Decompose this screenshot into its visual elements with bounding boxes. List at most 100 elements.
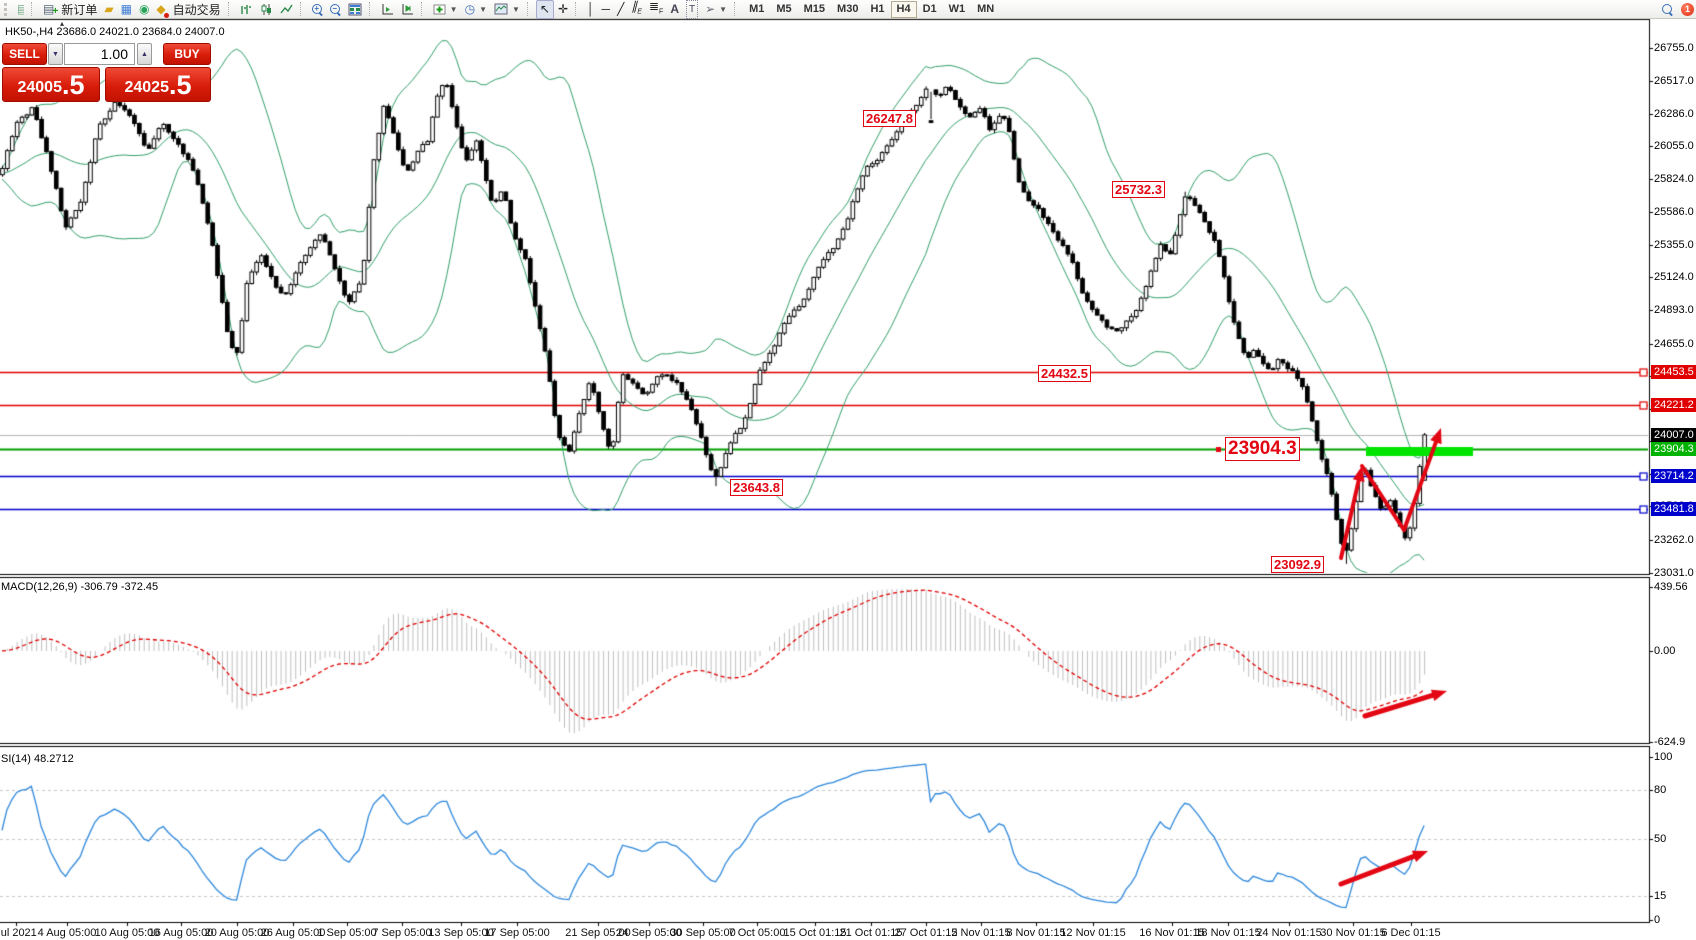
zoom-out-icon: − [329, 3, 341, 16]
annotation-price-label[interactable]: 23904.3 [1225, 437, 1300, 461]
time-axis-label: 16 Nov 01:15 [1139, 927, 1205, 939]
annotation-price-label[interactable]: 24432.5 [1038, 365, 1091, 382]
time-axis-label: 18 Nov 01:15 [1195, 927, 1261, 939]
indicators-button[interactable]: ▼ [430, 1, 461, 18]
timeframe-group: M1 M5 M15 M30 H1 H4 D1 W1 MN [743, 0, 1000, 18]
horizontal-line-button[interactable]: ─ [599, 1, 614, 18]
macd-axis-label: 439.56 [1654, 581, 1688, 593]
arrows-button[interactable]: ➢ ▼ [702, 1, 730, 18]
chart-window-button[interactable]: ▦ [118, 1, 135, 18]
volume-decrease-button[interactable]: ▼ [48, 43, 63, 65]
time-axis-label: 6 Dec 01:15 [1381, 927, 1441, 939]
buy-button[interactable]: BUY [163, 43, 211, 65]
time-axis-label: 20 Aug 05:00 [204, 927, 270, 939]
time-axis-label: 27 Oct 01:15 [894, 927, 958, 939]
new-order-icon: ▤ + [43, 1, 59, 17]
trendline-button[interactable]: ╱ [614, 1, 627, 18]
timeframe-button-m1[interactable]: M1 [749, 2, 765, 15]
signals-button[interactable]: ◉ [136, 1, 152, 18]
time-axis-label: 21 Sep 05:00 [565, 927, 631, 939]
sell-button[interactable]: SELL [2, 43, 47, 65]
time-axis-label: 8 Nov 01:15 [1006, 927, 1066, 939]
arrow-objects-icon: ➢ [705, 1, 716, 16]
price-level-badge: 24453.5 [1651, 365, 1696, 379]
macd-indicator-label: MACD(12,26,9) -306.79 -372.45 [1, 581, 159, 593]
time-axis-label: 7 Sep 05:00 [372, 927, 432, 939]
periods-button[interactable]: ◷ ▼ [462, 1, 490, 18]
price-level-badge: 23481.8 [1651, 502, 1696, 516]
time-axis-label: 15 Oct 01:15 [783, 927, 847, 939]
chart-candles-button[interactable] [257, 1, 276, 18]
cursor-button[interactable]: ↖ [535, 0, 554, 19]
new-order-button[interactable]: ▤ + 新订单 [40, 1, 100, 18]
chart-line-button[interactable] [277, 1, 296, 18]
dropdown-caret-icon: ▼ [449, 4, 458, 14]
tile-windows-button[interactable] [345, 1, 365, 18]
time-axis-label: 30 Nov 01:15 [1320, 927, 1386, 939]
notification-badge[interactable]: 1 [1681, 2, 1694, 16]
autoscroll-button[interactable] [378, 1, 397, 18]
timeframe-button-m5[interactable]: M5 [776, 2, 792, 15]
chart-shift-button[interactable] [398, 1, 417, 18]
zoom-in-button[interactable]: + [309, 1, 326, 18]
timeframe-button-h1[interactable]: H1 [870, 2, 885, 15]
price-axis-label: 25824.0 [1654, 172, 1694, 185]
annotation-price-label[interactable]: 26247.8 [863, 110, 916, 127]
buy-price-main: 24025 [124, 79, 169, 96]
price-axis-label: 24655.0 [1654, 337, 1694, 350]
timeframe-button-w1[interactable]: W1 [948, 2, 966, 15]
annotation-price-label[interactable]: 25732.3 [1112, 181, 1165, 198]
price-axis-label: 23262.0 [1654, 533, 1694, 546]
price-axis-label: 26517.0 [1654, 75, 1694, 88]
sell-price-display[interactable]: 24005.5 [2, 67, 100, 102]
time-axis-label: 26 Aug 05:00 [260, 927, 326, 939]
annotation-price-label[interactable]: 23643.8 [730, 479, 783, 496]
timeframe-button-m30[interactable]: M30 [837, 2, 859, 15]
volume-input[interactable] [64, 43, 135, 65]
timeframe-button-h4[interactable]: H4 [890, 0, 917, 18]
price-level-badge: 24007.0 [1651, 427, 1696, 442]
crosshair-button[interactable]: ✛ [555, 1, 571, 18]
channel-button[interactable]: ∥E [628, 0, 645, 18]
sell-price-fraction: .5 [61, 70, 85, 100]
price-axis-label: 24893.0 [1654, 304, 1694, 317]
fibonacci-button[interactable]: ≣F [646, 0, 666, 18]
autotrade-button[interactable]: ◆ 自动交易 [153, 1, 223, 18]
price-axis-label: 26755.0 [1654, 41, 1694, 54]
search-button[interactable] [1659, 1, 1676, 18]
toolbar-separator [734, 2, 739, 16]
signal-icon: ◉ [138, 1, 150, 16]
time-axis-label: 24 Nov 01:15 [1256, 927, 1322, 939]
cursor-arrow-icon: ↖ [539, 1, 550, 16]
buy-price-display[interactable]: 24025.5 [105, 67, 211, 102]
tile-windows-icon [348, 3, 362, 15]
toolbar-separator [227, 2, 233, 16]
clipped-toolbar-icon[interactable]: ▤ [17, 1, 24, 16]
timeframe-button-d1[interactable]: D1 [922, 2, 937, 15]
zoom-out-button[interactable]: − [327, 1, 344, 18]
toolbar-separator [420, 2, 426, 16]
one-click-collapse-caret[interactable]: ▴ [60, 19, 65, 28]
chart-bars-button[interactable] [237, 1, 256, 18]
vertical-line-button[interactable]: │ [584, 1, 598, 18]
timeframe-button-mn[interactable]: MN [977, 2, 995, 15]
fibonacci-icon: ≣F [648, 0, 664, 16]
price-level-badge: 24221.2 [1651, 397, 1696, 412]
text-label-button[interactable]: T [683, 0, 701, 19]
bar-chart-icon [240, 4, 251, 14]
price-level-badge: 23714.2 [1651, 469, 1696, 484]
volume-increase-button[interactable]: ▲ [137, 43, 152, 65]
time-axis-label: 12 Nov 01:15 [1060, 927, 1126, 939]
annotation-price-label[interactable]: 23092.9 [1271, 556, 1324, 573]
timeframe-button-m15[interactable]: M15 [803, 2, 826, 15]
toolbar-separator [575, 2, 580, 16]
rsi-axis-label: 0 [1654, 914, 1661, 926]
rsi-axis-label: 80 [1654, 783, 1667, 796]
trendline-icon: ╱ [617, 1, 625, 16]
gold-bar-button[interactable]: ▰ [101, 1, 116, 18]
sell-price-main: 24005 [17, 79, 62, 96]
text-button[interactable]: A [667, 1, 682, 18]
time-axis-label: 16 Aug 05:00 [148, 927, 214, 939]
templates-button[interactable]: ▼ [491, 1, 523, 18]
